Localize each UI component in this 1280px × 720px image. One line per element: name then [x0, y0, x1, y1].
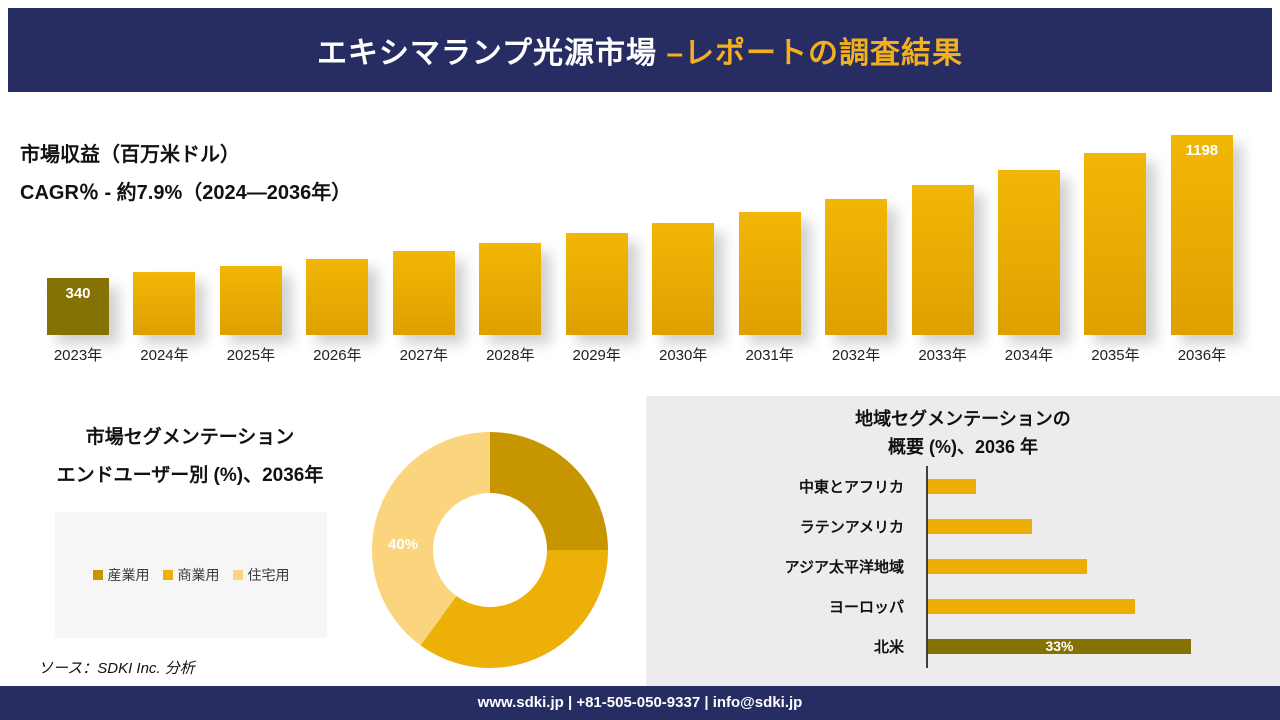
regional-bar	[928, 518, 1032, 534]
x-axis-label: 2030年	[658, 347, 708, 364]
legend-label: 住宅用	[247, 567, 290, 583]
donut-slice-label: 40%	[388, 536, 419, 553]
source-note: ソース：SDKI Inc. 分析	[38, 660, 195, 677]
revenue-bar	[392, 251, 455, 335]
revenue-bar-column: 2028年	[477, 243, 543, 365]
legend-label: 商業用	[177, 567, 220, 583]
donut-chart: 40%	[372, 432, 608, 668]
x-axis-label: 2026年	[313, 347, 362, 364]
revenue-bar-column: 2032年	[823, 199, 889, 365]
revenue-bar-column: 2034年	[996, 170, 1062, 365]
regional-category-label: アジア太平洋地域	[784, 558, 904, 576]
x-axis-label: 2028年	[486, 347, 535, 364]
regional-bar	[928, 558, 1087, 574]
segmentation-title: 市場セグメンテーション	[85, 427, 295, 448]
revenue-bar: 1198	[1170, 135, 1233, 335]
legend-swatch	[232, 570, 243, 580]
revenue-bar-column: 2033年	[910, 185, 976, 365]
regional-title-line2: 概要 (%)、2036 年	[887, 436, 1039, 457]
x-axis-label: 2023年	[53, 347, 103, 364]
regional-row: 北米 33%	[646, 626, 1280, 666]
legend-item: 商業用	[162, 565, 220, 585]
regional-section: 地域セグメンテーションの 概要 (%)、2036 年 中東とアフリカ ラテンアメリカ…	[646, 396, 1280, 686]
revenue-chart-section: 市場収益（百万米ドル） CAGR％ - 約7.9%（2024―2036年） 34…	[0, 92, 1280, 392]
regional-category-label: ヨーロッパ	[828, 598, 904, 616]
revenue-bar: 340	[47, 278, 109, 335]
legend-swatch	[92, 570, 103, 580]
regional-row: 中東とアフリカ	[646, 466, 1280, 506]
bar-value-label: 1198	[1185, 142, 1219, 159]
regional-bar	[928, 478, 976, 494]
x-axis-label: 2031年	[745, 347, 794, 364]
revenue-bar	[738, 212, 801, 335]
revenue-bar-column: 2029年	[564, 233, 630, 365]
x-axis-label: 2024年	[140, 347, 189, 364]
revenue-bar	[911, 185, 974, 335]
revenue-bar	[306, 259, 369, 335]
page-title: エキシマランプ光源市場 –レポートの調査結果	[317, 28, 963, 72]
regional-category-label: 北米	[873, 638, 904, 656]
page-title-main: エキシマランプ光源市場	[316, 37, 667, 70]
revenue-bar	[565, 233, 628, 335]
regional-bars: 中東とアフリカ ラテンアメリカアジア太平洋地域ヨーロッパ北米 33%	[646, 466, 1280, 666]
revenue-bar-column: 2027年	[391, 251, 457, 365]
x-axis-label: 2036年	[1177, 347, 1227, 364]
revenue-bar-column: 1198 2036年	[1169, 135, 1235, 365]
revenue-bar-column: 340 2023年	[45, 278, 111, 365]
revenue-bar	[133, 272, 196, 335]
x-axis-label: 2029年	[572, 347, 621, 364]
legend-item: 産業用	[92, 565, 150, 585]
bottom-panels: 市場セグメンテーション エンドユーザー別 (%)、2036年 産業用 商業用 住宅用…	[0, 396, 1280, 686]
regional-bar	[928, 598, 1135, 614]
revenue-bar-column: 2035年	[1082, 153, 1148, 365]
revenue-axis-title: 市場収益（百万米ドル）	[20, 144, 240, 166]
x-axis-label: 2025年	[226, 347, 276, 364]
legend-swatch	[162, 570, 173, 580]
x-axis-label: 2032年	[831, 347, 881, 364]
revenue-bar	[479, 243, 542, 335]
regional-axis-line	[926, 466, 928, 668]
pie-legend: 産業用 商業用 住宅用	[55, 512, 327, 638]
segmentation-subtitle: エンドユーザー別 (%)、2036年	[56, 465, 324, 486]
regional-bar: 33%	[928, 638, 1191, 654]
regional-category-label: ラテンアメリカ	[799, 518, 904, 536]
revenue-bar-column: 2025年	[218, 266, 284, 365]
regional-bar-value-label: 33%	[1045, 638, 1074, 654]
page-title-accent: –レポートの調査結果	[666, 37, 964, 70]
segmentation-section: 市場セグメンテーション エンドユーザー別 (%)、2036年 産業用 商業用 住宅用…	[0, 396, 640, 686]
x-axis-label: 2027年	[399, 347, 448, 364]
revenue-bar	[652, 223, 715, 335]
revenue-cagr-label: CAGR％ - 約7.9%（2024―2036年）	[20, 182, 352, 204]
regional-title-line1: 地域セグメンテーションの	[855, 409, 1071, 429]
revenue-bars: 340 2023年 2024年 2025年 2026年 2027年 2028年 2029年 20…	[45, 117, 1235, 365]
x-axis-label: 2034年	[1004, 347, 1054, 364]
revenue-bar	[219, 266, 282, 335]
footer-contact-text: www.sdki.jp | +81-505-050-9337 | info@sd…	[477, 694, 803, 711]
regional-row: ヨーロッパ	[646, 586, 1280, 626]
legend-item: 住宅用	[232, 565, 290, 585]
revenue-bar-column: 2026年	[304, 259, 370, 365]
revenue-bar-column: 2024年	[131, 272, 197, 365]
header-banner: エキシマランプ光源市場 –レポートの調査結果	[8, 8, 1272, 92]
revenue-bar-column: 2031年	[737, 212, 803, 365]
x-axis-label: 2033年	[918, 347, 967, 364]
bar-value-label: 340	[65, 285, 91, 302]
revenue-bar	[1084, 153, 1147, 335]
regional-category-label: 中東とアフリカ	[798, 478, 904, 496]
donut-hole	[433, 493, 547, 607]
regional-row: アジア太平洋地域	[646, 546, 1280, 586]
revenue-bar	[825, 199, 888, 335]
footer-banner: www.sdki.jp | +81-505-050-9337 | info@sd…	[0, 686, 1280, 720]
regional-row: ラテンアメリカ	[646, 506, 1280, 546]
revenue-bar-column: 2030年	[650, 223, 716, 365]
legend-label: 産業用	[107, 567, 150, 583]
regional-title: 地域セグメンテーションの 概要 (%)、2036 年	[646, 396, 1280, 462]
x-axis-label: 2035年	[1091, 347, 1140, 364]
revenue-bar	[997, 170, 1060, 335]
